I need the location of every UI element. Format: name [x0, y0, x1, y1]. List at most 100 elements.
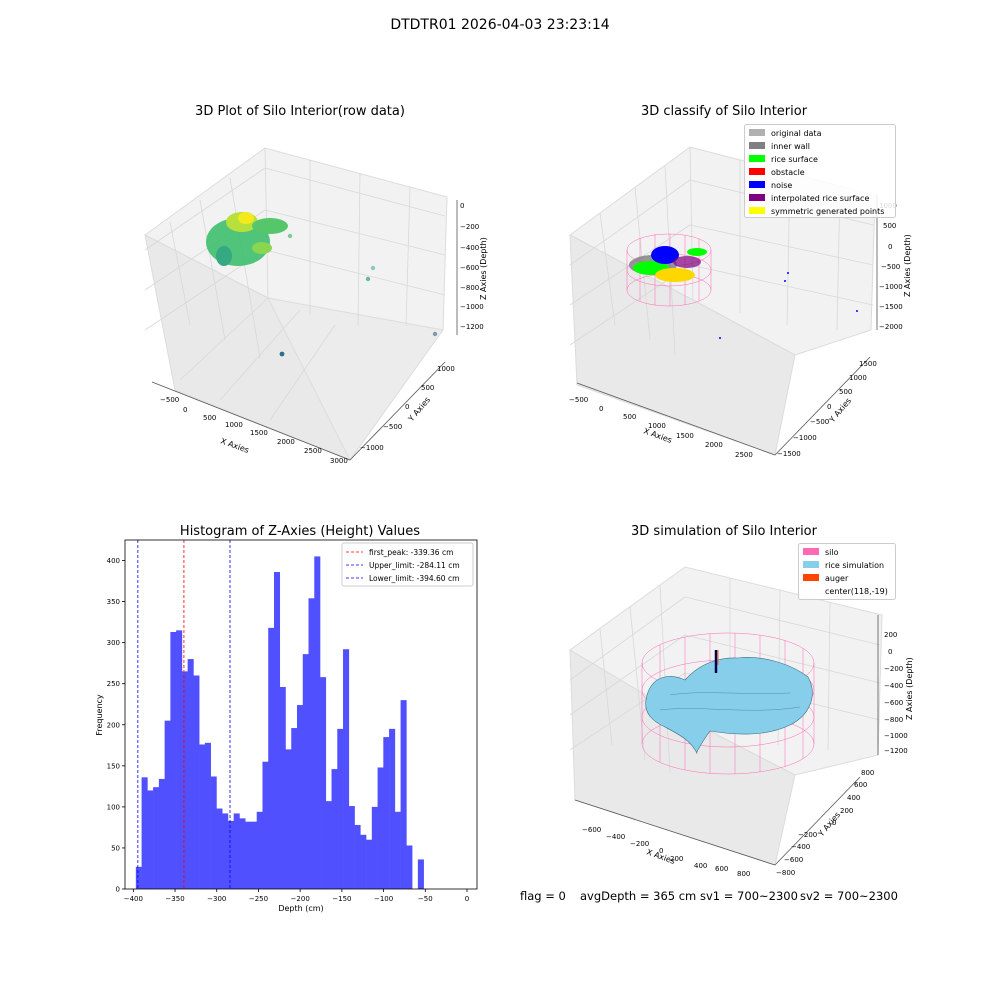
- classify-xtick-0: −500: [569, 396, 588, 404]
- raw-ylabel: Y Axies: [406, 395, 432, 424]
- hist-bar: [285, 749, 292, 889]
- hist-bar: [233, 813, 240, 889]
- legend-label: auger: [825, 574, 849, 583]
- raw-ztick-0: 0: [460, 202, 464, 210]
- sim-ztick-7: −1200: [884, 747, 908, 755]
- sim-xtick-3: 0: [659, 847, 663, 855]
- hist-xtick-label: −100: [374, 895, 393, 903]
- footer-avg-depth: avgDepth = 365 cm: [580, 889, 697, 903]
- hist-bar: [331, 769, 338, 889]
- hist-bar: [216, 808, 223, 889]
- classify-plot-title: 3D classify of Silo Interior: [640, 104, 808, 119]
- hist-legend-label: first_peak: -339.36 cm: [369, 548, 453, 557]
- hist-xtick-label: −300: [207, 895, 226, 903]
- hist-xtick-label: −50: [418, 895, 433, 903]
- hist-ytick-label: 350: [107, 598, 120, 606]
- hist-bar: [204, 742, 211, 889]
- sim-ytick-2: −400: [791, 843, 810, 851]
- hist-xtick-label: −200: [291, 895, 310, 903]
- sim-z-ticks: 200 0 −200 −400 −600 −800 −1000 −1200: [884, 631, 908, 755]
- legend-label: rice surface: [771, 155, 818, 164]
- classify-y-ticks: −1500 −1000 −500 0 500 1000 1500: [777, 360, 877, 458]
- raw-3d-axes: [151, 200, 458, 461]
- hist-xtick-label: −150: [332, 895, 351, 903]
- footer-sv2: sv2 = 700~2300: [800, 889, 898, 903]
- hist-bar: [400, 700, 407, 889]
- hist-bar: [371, 806, 378, 889]
- hist-ylabel: Frequency: [95, 694, 104, 736]
- classify-ytick-2: −500: [810, 418, 829, 426]
- raw-plot-title: 3D Plot of Silo Interior(row data): [195, 104, 405, 119]
- legend-swatch: [749, 168, 765, 175]
- hist-xtick-label: −350: [165, 895, 184, 903]
- hist-bar: [273, 572, 281, 889]
- legend-swatch: [749, 155, 765, 162]
- hist-bar: [291, 728, 298, 889]
- sim-ytick-0: −800: [776, 869, 795, 877]
- classify-points: [629, 246, 858, 339]
- classify-ztick-1: 500: [883, 222, 896, 230]
- histogram-chart: −400 −350 −300 −250 −200 −150 −100 −50 0 0 50 100 1…: [95, 539, 478, 913]
- classify-ytick-5: 1000: [849, 374, 867, 382]
- hist-ytick-label: 50: [111, 844, 120, 852]
- raw-xtick-2: 500: [203, 414, 216, 422]
- hist-ytick-label: 200: [107, 721, 120, 729]
- sim-rice-surface: [645, 657, 813, 754]
- legend-label: noise: [771, 181, 792, 190]
- hist-bar: [268, 627, 275, 889]
- classify-xtick-1: 0: [599, 405, 603, 413]
- raw-ytick-0: −1000: [360, 444, 384, 452]
- sim-ztick-4: −600: [884, 699, 903, 707]
- sim-ytick-5: 200: [840, 807, 853, 815]
- legend-swatch: [803, 561, 819, 568]
- classify-ztick-2: 0: [888, 243, 892, 251]
- hist-bar: [417, 859, 424, 889]
- hist-bar: [302, 654, 309, 889]
- hist-xtick-label: −400: [124, 895, 143, 903]
- classify-x-ticks: −500 0 500 1000 1500 2000 2500: [569, 396, 753, 459]
- hist-bar: [164, 720, 171, 889]
- hist-bar: [141, 777, 148, 889]
- hist-xlabel: Depth (cm): [278, 904, 323, 913]
- sim-legend: silo rice simulation auger center(118,-19): [798, 543, 896, 600]
- footer-flag: flag = 0: [520, 889, 566, 903]
- hist-xtick-label: −250: [249, 895, 268, 903]
- hist-ytick-label: 250: [107, 680, 120, 688]
- hist-bar: [245, 821, 252, 889]
- footer-sv1: sv1 = 700~2300: [700, 889, 798, 903]
- sim-3d-plot: −600 −400 −200 0 200 400 600 800 X Axies…: [569, 566, 914, 878]
- legend-label: inner wall: [771, 142, 810, 151]
- raw-xtick-3: 1000: [225, 421, 243, 429]
- classify-ytick-3: 0: [827, 403, 831, 411]
- classify-ytick-1: −1000: [793, 434, 817, 442]
- hist-bar: [199, 744, 206, 889]
- legend-label: original data: [771, 129, 822, 138]
- hist-bar: [187, 659, 194, 889]
- hist-ytick-label: 0: [116, 886, 120, 894]
- sim-ytick-1: −600: [784, 856, 803, 864]
- raw-xtick-7: 3000: [330, 457, 348, 465]
- classify-ztick-5: −1500: [879, 303, 903, 311]
- classify-xtick-2: 500: [623, 413, 636, 421]
- raw-ztick-3: −600: [460, 264, 479, 272]
- hist-bar: [337, 728, 344, 889]
- hist-legend-label: Lower_limit: -394.60 cm: [369, 574, 459, 583]
- raw-outlier-points: [279, 233, 438, 357]
- hist-bar: [147, 790, 154, 889]
- sim-xtick-0: −600: [582, 826, 601, 834]
- legend-label: symmetric generated points: [771, 207, 884, 216]
- raw-ztick-5: −1000: [460, 303, 484, 311]
- hist-bar: [279, 686, 286, 889]
- sim-ytick-4: 0: [832, 819, 836, 827]
- classify-ztick-6: −2000: [879, 323, 903, 331]
- hist-frame: [124, 539, 478, 890]
- classify-ztick-3: −500: [881, 263, 900, 271]
- legend-label: obstacle: [771, 168, 805, 177]
- classify-ytick-0: −1500: [777, 450, 801, 458]
- raw-zlabel: Z Axies (Depth): [479, 237, 488, 300]
- hist-bar: [153, 787, 160, 889]
- hist-ytick-label: 300: [107, 639, 120, 647]
- classify-legend: original data inner wall rice surface obsta…: [744, 124, 896, 218]
- hist-bar: [250, 821, 258, 889]
- hist-bar: [377, 767, 384, 889]
